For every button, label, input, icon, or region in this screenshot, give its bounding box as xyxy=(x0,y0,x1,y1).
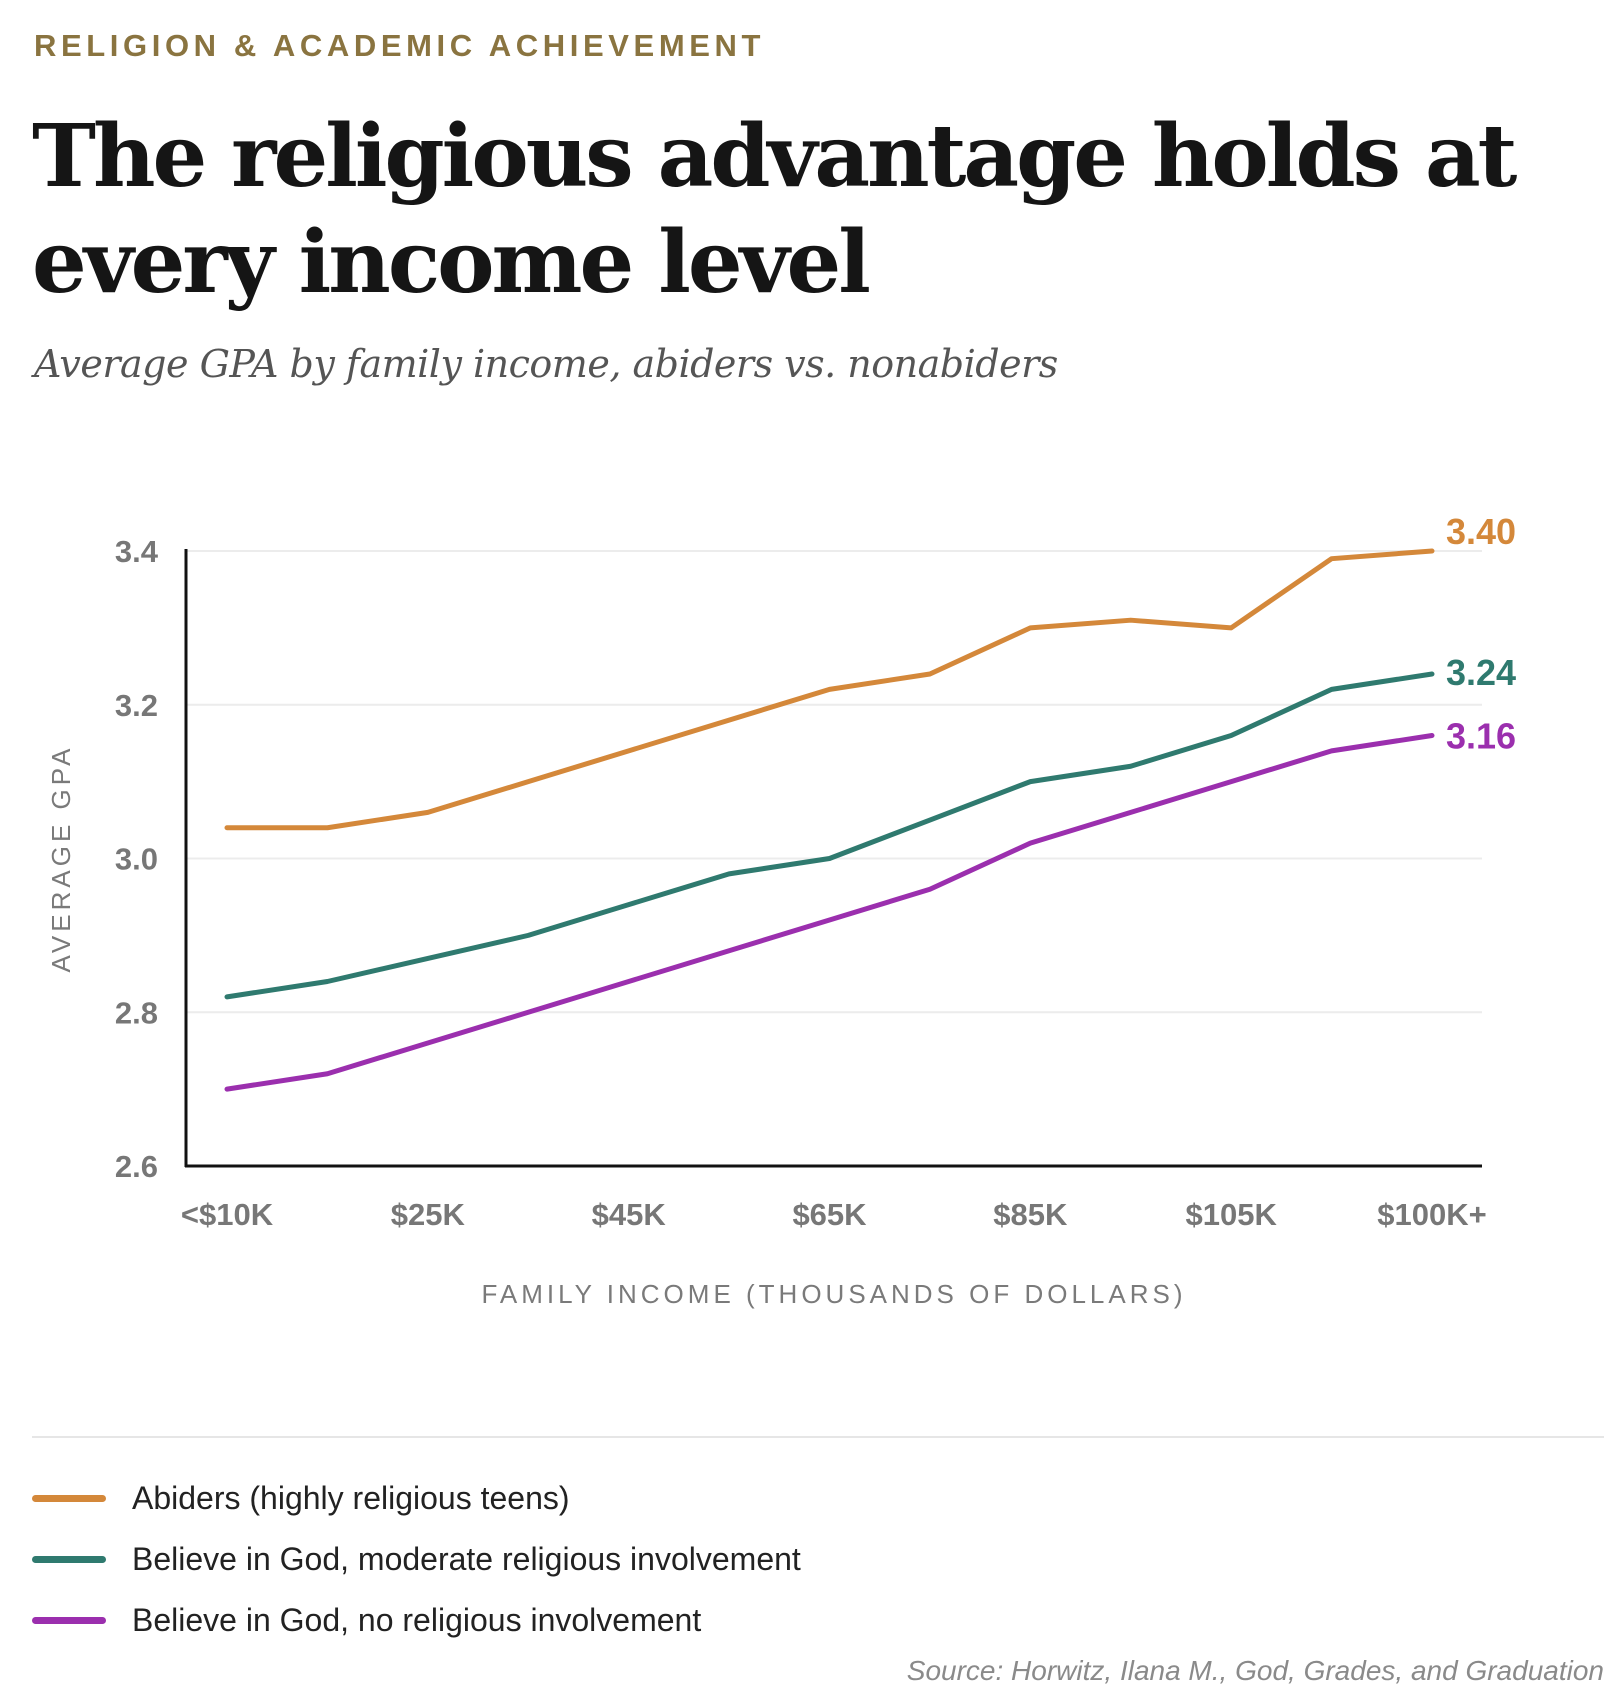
legend-swatch xyxy=(32,1495,106,1502)
legend-divider xyxy=(32,1436,1604,1438)
chart-title: The religious advantage holds at every i… xyxy=(32,106,1517,313)
x-tick-label: $65K xyxy=(792,1197,867,1232)
line-chart: 2.6 2.8 3.0 3.2 3.4 <$10K $25K $45K $65K $85K $105… xyxy=(46,511,1516,1309)
legend-item: Abiders (highly religious teens) xyxy=(32,1468,801,1529)
x-tick-label: $25K xyxy=(391,1197,466,1232)
series-line-2 xyxy=(224,671,1435,1000)
end-value-label: 3.16 xyxy=(1446,716,1516,757)
y-tick-label: 3.2 xyxy=(115,688,158,723)
y-axis-title: AVERAGE GPA xyxy=(46,745,76,973)
legend-swatch xyxy=(32,1617,106,1624)
legend-item: Believe in God, moderate religious invol… xyxy=(32,1529,801,1590)
series-line-3 xyxy=(224,733,1435,1092)
x-axis-title: FAMILY INCOME (THOUSANDS OF DOLLARS) xyxy=(481,1279,1186,1309)
series-line-1 xyxy=(224,548,1435,831)
x-tick-label: <$10K xyxy=(181,1197,274,1232)
end-value-label: 3.24 xyxy=(1446,652,1516,693)
x-tick-label: $85K xyxy=(993,1197,1068,1232)
chart-subtitle: Average GPA by family income, abiders vs… xyxy=(34,342,1058,386)
chart-legend: Abiders (highly religious teens) Believe … xyxy=(32,1468,801,1651)
legend-label: Believe in God, no religious involvement xyxy=(132,1602,702,1638)
y-tick-label: 3.4 xyxy=(115,534,159,569)
end-value-label: 3.40 xyxy=(1446,511,1516,552)
legend-label: Abiders (highly religious teens) xyxy=(132,1480,570,1516)
legend-item: Believe in God, no religious involvement xyxy=(32,1590,801,1651)
x-tick-label: $100K+ xyxy=(1377,1197,1486,1232)
legend-label: Believe in God, moderate religious invol… xyxy=(132,1541,801,1577)
x-tick-label: $105K xyxy=(1185,1197,1277,1232)
y-tick-label: 2.6 xyxy=(115,1149,158,1184)
y-tick-label: 2.8 xyxy=(115,995,158,1030)
x-tick-label: $45K xyxy=(592,1197,667,1232)
y-tick-label: 3.0 xyxy=(115,842,158,877)
source-note: Source: Horwitz, Ilana M., God, Grades, … xyxy=(906,1655,1604,1686)
chart-kicker: RELIGION & ACADEMIC ACHIEVEMENT xyxy=(34,28,766,63)
legend-swatch xyxy=(32,1556,106,1563)
